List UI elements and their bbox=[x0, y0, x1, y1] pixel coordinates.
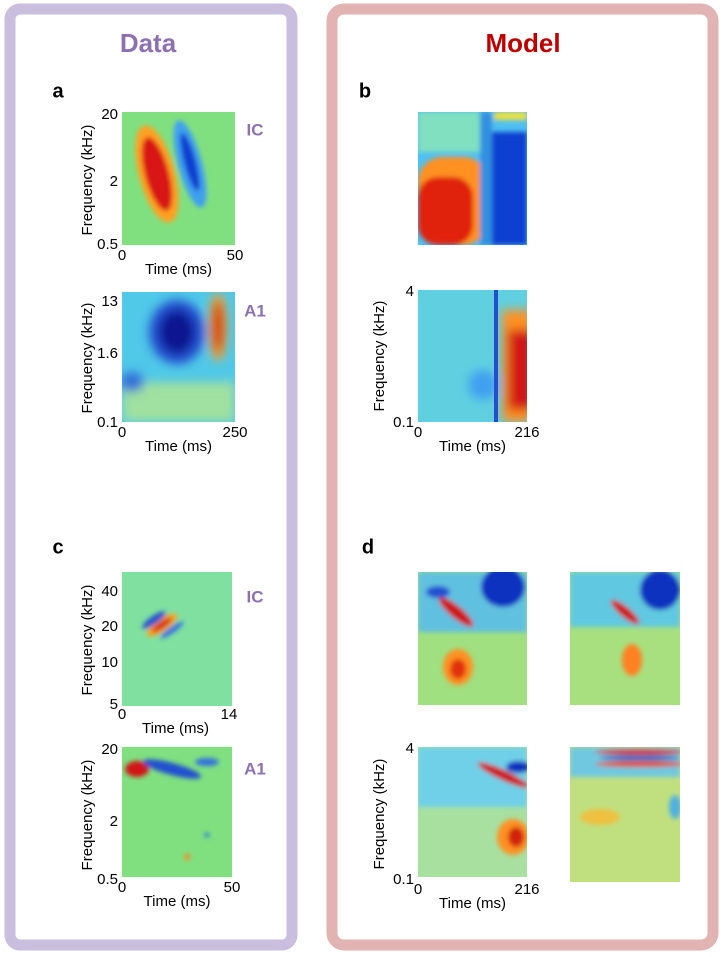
y-axis-label: Frequency (kHz) bbox=[371, 759, 388, 870]
y-tick-label: 0.1 bbox=[97, 414, 118, 431]
y-axis-label: Frequency (kHz) bbox=[79, 125, 96, 236]
region-label: A1 bbox=[244, 301, 266, 320]
y-tick-label: 2 bbox=[110, 813, 118, 830]
panel-label: a bbox=[52, 80, 64, 102]
x-tick-label: 0 bbox=[118, 424, 126, 441]
y-tick-label: 5 bbox=[110, 696, 118, 713]
region-label: IC bbox=[247, 587, 264, 606]
x-tick-label: 250 bbox=[222, 424, 247, 441]
y-tick-label: 20 bbox=[101, 106, 118, 123]
heatmap bbox=[418, 572, 527, 705]
y-tick-label: 1.6 bbox=[97, 345, 118, 362]
y-tick-label: 0.1 bbox=[393, 871, 414, 888]
heatmap bbox=[122, 112, 235, 245]
x-axis-label: Time (ms) bbox=[145, 438, 212, 455]
heatmap bbox=[570, 747, 680, 882]
y-tick-label: 20 bbox=[101, 618, 118, 635]
y-axis-label: Frequency (kHz) bbox=[79, 585, 96, 696]
x-axis-label: Time (ms) bbox=[439, 895, 506, 912]
x-tick-label: 0 bbox=[118, 706, 126, 723]
x-axis-label: Time (ms) bbox=[145, 261, 212, 278]
region-label: IC bbox=[247, 120, 264, 139]
y-tick-label: 2 bbox=[110, 173, 118, 190]
heatmap bbox=[418, 290, 527, 422]
heatmap bbox=[418, 112, 527, 245]
y-tick-label: 4 bbox=[406, 283, 414, 300]
heatmap bbox=[122, 292, 235, 422]
model-frame bbox=[326, 3, 719, 951]
y-axis-label: Frequency (kHz) bbox=[371, 301, 388, 412]
data-title: Data bbox=[120, 28, 177, 58]
x-tick-label: 0 bbox=[414, 424, 422, 441]
model-title: Model bbox=[485, 28, 560, 58]
x-tick-label: 216 bbox=[514, 881, 539, 898]
x-tick-label: 0 bbox=[118, 879, 126, 896]
heatmap bbox=[418, 747, 527, 877]
x-tick-label: 0 bbox=[414, 881, 422, 898]
y-axis-label: Frequency (kHz) bbox=[79, 760, 96, 871]
y-tick-label: 20 bbox=[101, 741, 118, 758]
x-axis-label: Time (ms) bbox=[142, 720, 209, 737]
y-tick-label: 10 bbox=[101, 654, 118, 671]
x-tick-label: 216 bbox=[514, 424, 539, 441]
panel-label: d bbox=[362, 536, 374, 558]
y-tick-label: 0.1 bbox=[393, 414, 414, 431]
heatmap bbox=[122, 747, 232, 877]
y-tick-label: 4 bbox=[406, 740, 414, 757]
x-axis-label: Time (ms) bbox=[144, 893, 211, 910]
y-tick-label: 0.5 bbox=[97, 871, 118, 888]
x-tick-label: 50 bbox=[227, 247, 244, 264]
region-label: A1 bbox=[244, 759, 266, 778]
data-frame bbox=[4, 3, 298, 951]
heatmap bbox=[122, 572, 232, 706]
y-tick-label: 0.5 bbox=[97, 236, 118, 253]
y-tick-label: 13 bbox=[101, 293, 118, 310]
y-tick-label: 40 bbox=[101, 583, 118, 600]
x-tick-label: 0 bbox=[118, 247, 126, 264]
x-tick-label: 50 bbox=[224, 879, 241, 896]
y-axis-label: Frequency (kHz) bbox=[79, 303, 96, 414]
panel-label: b bbox=[359, 80, 371, 102]
x-axis-label: Time (ms) bbox=[439, 438, 506, 455]
x-tick-label: 14 bbox=[221, 706, 238, 723]
heatmap bbox=[570, 572, 680, 705]
panel-label: c bbox=[52, 536, 63, 558]
